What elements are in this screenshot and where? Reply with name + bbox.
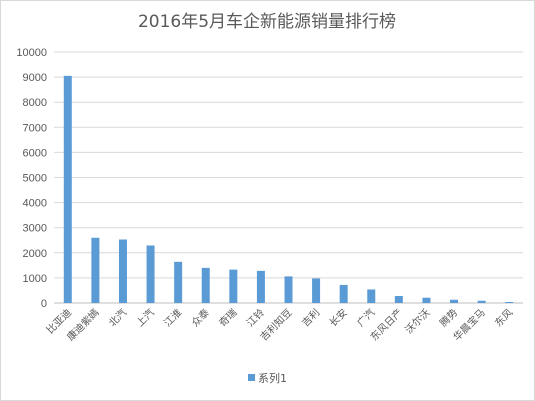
bars	[63, 75, 514, 303]
x-tick-label: 东风	[492, 306, 515, 329]
bar	[367, 289, 376, 303]
x-tick-label: 长安	[326, 306, 349, 329]
y-axis-ticks: 0 1000 2000 3000 4000 5000 6000 7000 8000 9000 100…	[16, 47, 47, 310]
bar	[505, 301, 514, 303]
x-tick-label: 广汽	[354, 306, 377, 329]
bar	[118, 239, 127, 303]
x-tick-label: 上汽	[133, 306, 156, 329]
y-tick-label: 9000	[23, 72, 47, 84]
y-tick-label: 4000	[23, 198, 47, 210]
y-tick-label: 7000	[23, 122, 47, 134]
legend: 系列1	[248, 371, 287, 385]
legend-swatch-series-1	[248, 374, 255, 381]
bar	[394, 295, 403, 303]
bar	[91, 237, 100, 303]
bar	[146, 245, 155, 303]
grid-lines	[54, 51, 523, 304]
x-tick-label: 沃尔沃	[402, 306, 432, 336]
bar	[63, 75, 72, 303]
bar	[229, 269, 238, 303]
bar	[422, 297, 431, 303]
legend-label-series-1: 系列1	[258, 371, 287, 385]
bar	[339, 284, 348, 303]
bar	[256, 270, 265, 303]
x-tick-label: 江淮	[162, 307, 185, 330]
y-tick-label: 1000	[23, 273, 47, 285]
bar	[450, 299, 459, 303]
y-tick-label: 5000	[23, 173, 47, 185]
bar	[284, 276, 293, 303]
chart-title: 2016年5月车企新能源销量排行榜	[138, 12, 396, 32]
y-tick-label: 10000	[16, 47, 47, 59]
y-tick-label: 6000	[23, 147, 47, 159]
bar	[201, 267, 210, 303]
x-tick-label: 吉利	[300, 307, 323, 330]
y-tick-label: 0	[41, 298, 47, 310]
x-tick-label: 众泰	[189, 306, 212, 329]
y-tick-label: 2000	[23, 248, 47, 260]
x-tick-label: 奇瑞	[216, 306, 239, 329]
x-tick-label: 腾势	[437, 306, 460, 329]
y-tick-label: 8000	[23, 97, 47, 109]
y-tick-label: 3000	[23, 223, 47, 235]
bar	[477, 300, 486, 303]
x-tick-label: 北汽	[106, 306, 129, 329]
x-tick-label: 江铃	[244, 306, 267, 329]
bar	[312, 278, 321, 303]
bar	[174, 261, 183, 303]
